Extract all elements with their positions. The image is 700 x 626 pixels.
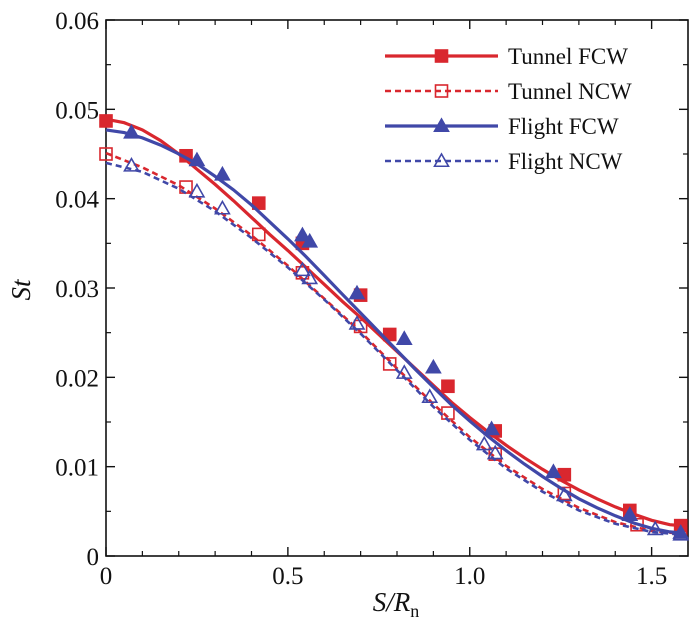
- data-point: [646, 520, 664, 536]
- legend-item: Tunnel FCW: [385, 44, 628, 69]
- series-line: [105, 117, 681, 528]
- series-line: [105, 161, 681, 536]
- data-point: [621, 506, 639, 521]
- data-point: [382, 327, 397, 342]
- series-tunnel-fcw: [99, 114, 688, 533]
- data-point: [672, 525, 690, 541]
- x-axis: 0 0.5 1.0 1.5: [100, 20, 667, 590]
- series-tunnel-ncw: [99, 147, 688, 541]
- legend-item: Flight NCW: [385, 149, 623, 174]
- legend-label: Tunnel NCW: [508, 79, 632, 104]
- data-point: [188, 182, 206, 198]
- y-axis-title: St: [6, 278, 36, 301]
- legend-label: Flight FCW: [508, 114, 619, 139]
- legend-label: Tunnel FCW: [508, 44, 628, 69]
- legend-marker: [433, 117, 450, 133]
- data-point: [251, 227, 266, 242]
- y-axis: 0 0.01 0.02 0.03 0.04 0.05 0.06: [55, 8, 688, 571]
- data-point: [475, 435, 493, 451]
- y-tick-label: 0.03: [55, 276, 99, 303]
- data-point: [395, 330, 413, 345]
- data-point: [441, 406, 455, 420]
- data-point: [348, 315, 366, 330]
- data-point: [214, 199, 231, 215]
- data-point: [214, 165, 231, 181]
- series-layer: [99, 114, 690, 541]
- data-point: [179, 180, 193, 194]
- y-tick-label: 0.05: [55, 97, 99, 124]
- data-point: [251, 196, 266, 210]
- data-point: [483, 420, 500, 436]
- y-tick-label: 0.02: [55, 365, 99, 392]
- data-point: [294, 261, 311, 277]
- data-point: [424, 358, 442, 374]
- data-point: [441, 379, 455, 394]
- x-tick-label: 1.5: [636, 563, 667, 590]
- data-point: [557, 467, 572, 482]
- x-axis-title-main: S/R: [373, 587, 411, 617]
- data-point: [486, 444, 504, 460]
- x-axis-title: S/Rn: [373, 587, 420, 621]
- legend-item: Tunnel NCW: [385, 79, 632, 104]
- data-point: [99, 114, 113, 128]
- data-point: [555, 486, 573, 502]
- y-tick-label: 0: [87, 544, 100, 571]
- data-point: [545, 463, 562, 479]
- data-point: [123, 157, 140, 172]
- x-tick-label: 0: [100, 563, 113, 590]
- legend: Tunnel FCW Tunnel NCW Flight FCW Flight NCW: [385, 44, 632, 174]
- y-tick-label: 0.04: [55, 187, 99, 214]
- data-point: [348, 284, 366, 300]
- y-tick-label: 0.06: [55, 8, 99, 35]
- series-flight-fcw: [105, 123, 690, 539]
- series-line: [105, 128, 681, 535]
- series-flight-ncw: [105, 157, 690, 541]
- data-point: [382, 357, 397, 371]
- data-point: [294, 226, 311, 242]
- legend-label: Flight NCW: [508, 149, 623, 174]
- x-tick-label: 1.0: [454, 563, 485, 590]
- data-point: [421, 388, 439, 404]
- legend-item: Flight FCW: [385, 114, 619, 139]
- x-axis-title-subscript: n: [410, 601, 419, 621]
- data-point: [301, 232, 319, 248]
- x-tick-label: 0.5: [272, 563, 303, 590]
- data-point: [99, 147, 113, 161]
- data-point: [395, 364, 413, 379]
- data-point: [123, 123, 140, 139]
- y-tick-label: 0.01: [55, 455, 99, 482]
- legend-marker: [433, 152, 450, 168]
- series-line: [105, 151, 681, 535]
- data-point: [301, 269, 319, 285]
- legend-marker: [434, 84, 449, 98]
- data-point: [188, 151, 206, 167]
- legend-marker: [434, 49, 449, 63]
